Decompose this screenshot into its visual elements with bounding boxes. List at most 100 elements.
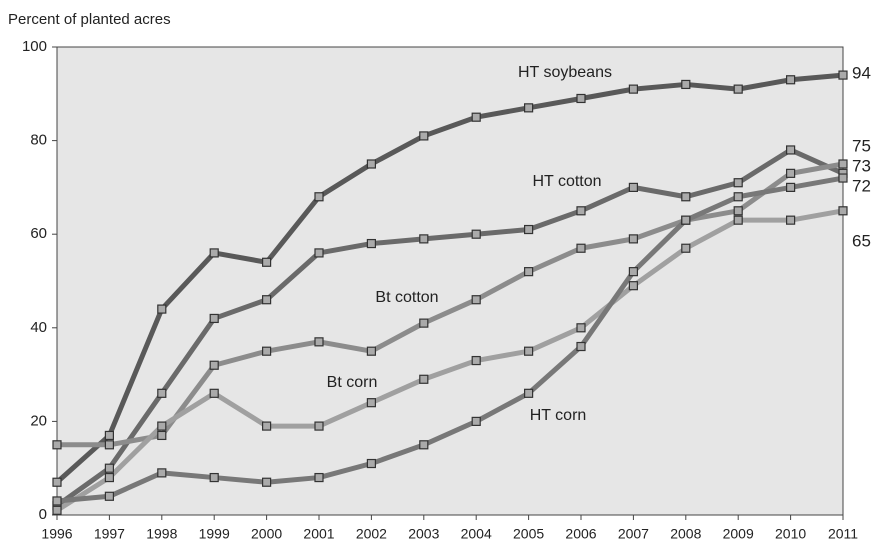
marker [209,360,219,370]
x-tick-label: 1999 [199,526,230,542]
plot-area [56,46,844,516]
end-value-label: 72 [852,176,871,195]
marker [209,472,219,483]
marker [52,505,62,515]
x-tick-label: 2002 [356,526,387,542]
series-label: Bt cotton [375,289,438,306]
marker [314,337,324,347]
marker [366,458,376,469]
x-tick-label: 2010 [775,526,806,542]
marker [733,192,743,202]
marker [576,323,586,333]
marker [785,145,796,155]
x-tick-label: 1997 [94,526,125,542]
marker [523,346,534,356]
x-tick-label: 2007 [618,526,649,542]
marker [104,463,115,473]
marker [209,313,219,324]
series-label: Bt corn [327,374,378,391]
series-line [55,208,844,513]
marker [157,388,167,398]
marker [157,468,167,478]
marker [785,215,796,225]
x-tick-label: 2005 [513,526,544,542]
marker [838,173,848,183]
marker [471,295,481,305]
x-tick-label: 2004 [461,526,492,542]
marker [838,206,848,216]
y-tick-label: 40 [30,319,47,336]
marker [262,257,272,267]
marker [681,79,691,90]
marker [576,243,586,253]
marker [471,416,481,426]
marker [785,75,796,85]
marker [314,421,324,431]
y-tick-label: 100 [22,38,47,55]
marker [366,159,376,169]
marker [209,248,219,258]
marker [419,234,429,244]
marker [523,103,534,113]
x-tick-label: 2000 [251,526,282,542]
marker [628,281,639,291]
marker [576,93,586,104]
marker [576,206,586,216]
y-tick-label: 80 [30,132,47,149]
marker [209,388,219,398]
marker [576,341,586,352]
x-tick-label: 2008 [670,526,701,542]
marker [419,318,429,328]
marker [366,238,376,249]
series-line [56,175,844,504]
marker [628,234,639,244]
end-value-label: 65 [852,231,871,250]
marker [785,168,796,178]
marker [628,84,639,94]
marker [523,388,534,398]
marker [262,477,272,487]
marker [681,215,691,225]
series-label: HT corn [530,407,587,424]
marker [523,267,534,277]
marker [785,182,796,192]
marker [314,192,324,202]
x-tick-label: 2006 [565,526,596,542]
marker [104,430,115,441]
marker [366,398,376,408]
y-tick-label: 60 [30,225,47,242]
x-tick-label: 1996 [41,526,72,542]
x-tick-label: 1998 [146,526,177,542]
marker [681,192,691,202]
marker [52,440,62,450]
marker [52,496,62,506]
series-label: HT soybeans [518,64,612,81]
marker [523,224,534,235]
marker [838,70,848,80]
marker [157,430,167,441]
end-value-label: 75 [852,136,871,155]
marker [628,182,639,192]
y-tick-label: 20 [30,412,47,429]
marker [471,112,481,122]
marker [157,421,167,431]
marker [733,84,743,94]
end-value-label: 73 [852,156,871,175]
end-value-label: 94 [852,63,871,82]
marker [419,440,429,450]
marker [471,355,481,366]
marker [681,243,691,253]
marker [419,374,429,384]
x-tick-label: 2003 [408,526,439,542]
marker [104,491,115,501]
marker [262,295,272,305]
marker [733,215,743,225]
series-line [55,147,845,508]
marker [838,159,848,169]
marker [104,472,115,483]
marker [314,248,324,258]
series-line [57,161,844,448]
marker [366,346,376,356]
marker [314,472,324,483]
